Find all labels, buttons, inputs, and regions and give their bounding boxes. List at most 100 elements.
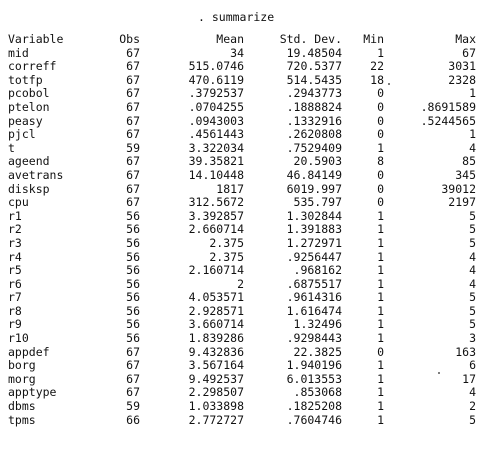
cell-obs: 59 [126,140,140,155]
cell-mean: 3.567164 [188,358,244,373]
cell-max: 5 [469,412,476,427]
cell-variable: r6 [8,276,22,291]
table-row: dbms 59 1.033898 .1825208 1 2 [8,399,476,414]
cell-std-dev: .1888824 [286,99,342,114]
cell-std-dev: 1.616474 [286,303,342,318]
table-row: mid 67 34 19.48504 1 67 [8,45,476,61]
cell-obs: 67 [126,113,140,128]
cell-max: 5 [469,222,476,237]
cell-min: 1 [377,249,384,264]
cell-max: 85 [462,154,476,169]
cell-min: 18 [370,72,384,87]
cell-mean: 1817 [216,181,244,196]
table-row: appdef 67 9.432836 22.3825 0 163 [8,344,476,360]
cell-obs: 67 [126,86,140,101]
table-row: cpu 67 312.5672 535.797 0 2197 [8,196,476,210]
table-row: t 59 3.322034 .7529409 1 4 [8,140,476,156]
cell-variable: r7 [8,290,22,305]
cell-mean: 9.432836 [188,344,244,359]
table-row: peasy 67 .0943003 .1332916 0 .5244565 [8,113,476,129]
cell-mean: 34 [230,45,244,60]
cell-max: 5 [469,235,476,250]
cell-min: 8 [377,154,384,169]
table-row: r6 56 2 .6875517 1 4 [8,276,476,292]
cell-variable: mid [8,45,29,60]
cell-obs: 67 [126,99,140,114]
cell-variable: correff [8,59,57,74]
cell-min: 1 [377,208,384,223]
cell-std-dev: 6.013553 [286,371,342,386]
cell-obs: 67 [126,385,140,400]
cell-variable: pcobol [8,86,50,101]
cell-variable: borg [8,358,36,373]
cell-max: 4 [469,140,476,155]
cell-mean: 3.322034 [188,140,244,155]
cell-variable: r9 [8,317,22,332]
table-row: r7 56 4.053571 .9614316 1 5 [8,291,476,305]
cell-mean: 1.839286 [188,331,244,346]
cell-mean: 470.6119 [188,72,244,87]
cell-min: 22 [370,59,384,74]
cell-max: 2328 [448,72,476,87]
cell-obs: 59 [126,399,140,414]
cell-obs: 67 [126,344,140,359]
cell-max: .5244565 [420,113,476,128]
cell-max: 5 [469,303,476,318]
cell-mean: 2.660714 [188,222,244,237]
cell-variable: pjcl [8,127,36,142]
cell-variable: apptype [8,385,57,400]
cell-std-dev: .2943773 [286,86,342,101]
cell-std-dev: 19.48504 [286,45,342,60]
cell-mean: 515.0746 [188,59,244,74]
table-row: r8 56 2.928571 1.616474 1 5 [8,303,476,319]
cell-mean: 1.033898 [188,399,244,414]
cell-mean: .3792537 [188,86,244,101]
cell-obs: 67 [126,45,140,60]
cell-min: 0 [377,127,384,142]
cell-max: 2 [469,399,476,414]
cell-max: 67 [462,45,476,60]
table-row: r10 56 1.839286 .9298443 1 3 [8,331,476,346]
cell-mean: 3.392857 [188,208,244,223]
cell-min: 1 [377,399,384,414]
column-header-mean: Mean [216,32,244,46]
cell-min: 1 [377,276,384,291]
cell-max: 39012 [441,181,476,196]
cell-min: 1 [377,412,384,427]
table-row: r1 56 3.392857 1.302844 1 5 [8,208,476,224]
table-row: morg 67 9.492537 6.013553 1 17 [8,371,476,387]
cell-std-dev: 6019.997 [286,181,342,196]
table-row: disksp 67 1817 6019.997 0 39012 [8,181,476,197]
cell-mean: .0704255 [188,99,244,114]
cell-std-dev: .853068 [293,385,342,400]
cell-min: 1 [377,317,384,332]
cell-mean: 2.375 [209,249,244,264]
cell-min: 1 [377,290,384,305]
cell-variable: dbms [8,399,36,414]
cell-obs: 56 [126,208,140,223]
cell-max: 163 [455,344,476,359]
cell-min: 1 [377,263,384,278]
cell-max: 345 [455,167,476,182]
column-header-std-dev: Std. Dev. [279,32,342,46]
table-row: totfp 67 470.6119 514.5435 18 2328 [8,72,476,88]
table-row: pcobol 67 .3792537 .2943773 0 1 [8,87,476,101]
scan-speck [438,372,440,374]
table-row: apptype 67 2.298507 .853068 1 4 [8,386,476,400]
cell-obs: 67 [126,127,140,142]
table-row: r3 56 2.375 1.272971 1 5 [8,235,476,251]
cell-max: 3031 [448,59,476,74]
cell-std-dev: .2620808 [286,127,342,142]
cell-std-dev: .9614316 [286,290,342,305]
summary-statistics-table: Variable Obs Mean Std. Dev. Min Max mid 6… [8,32,476,427]
cell-mean: 312.5672 [188,195,244,210]
cell-mean: 14.10448 [188,167,244,182]
table-row: r5 56 2.160714 .968162 1 4 [8,263,476,278]
cell-std-dev: 1.391883 [286,222,342,237]
cell-mean: 39.35821 [188,154,244,169]
table-row: pjcl 67 .4561443 .2620808 0 1 [8,128,476,142]
cell-variable: morg [8,371,36,386]
cell-std-dev: .7529409 [286,140,342,155]
cell-variable: r8 [8,303,22,318]
